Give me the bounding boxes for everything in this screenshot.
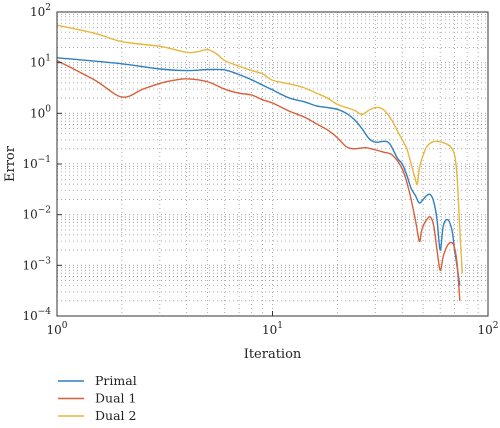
series-line-primal xyxy=(57,57,461,286)
y-tick-label: 10−3 xyxy=(22,256,51,272)
x-tick-label: 102 xyxy=(477,321,498,337)
legend: Primal Dual 1 Dual 2 xyxy=(58,373,137,423)
grid xyxy=(57,12,488,316)
x-tick-label: 100 xyxy=(46,321,67,337)
legend-label: Dual 1 xyxy=(95,391,136,406)
series-line-dual-1 xyxy=(57,59,461,301)
series-lines xyxy=(57,24,464,301)
y-tick-label: 100 xyxy=(30,104,51,120)
y-tick-label: 10−2 xyxy=(22,206,51,222)
x-axis-label: Iteration xyxy=(244,347,302,362)
series-line-dual-2 xyxy=(57,24,464,274)
x-tick-label: 101 xyxy=(262,321,283,337)
legend-label: Primal xyxy=(95,373,137,388)
y-tick-label: 10−4 xyxy=(22,307,51,323)
y-tick-label: 102 xyxy=(30,3,51,19)
y-tick-label: 10−1 xyxy=(22,155,51,171)
y-axis-label: Error xyxy=(3,145,18,182)
axis-ticks: 100 101 102 10−4 10−3 10−2 10−1 100 101 102 xyxy=(22,3,498,337)
y-tick-label: 101 xyxy=(30,54,51,70)
legend-label: Dual 2 xyxy=(95,408,136,423)
